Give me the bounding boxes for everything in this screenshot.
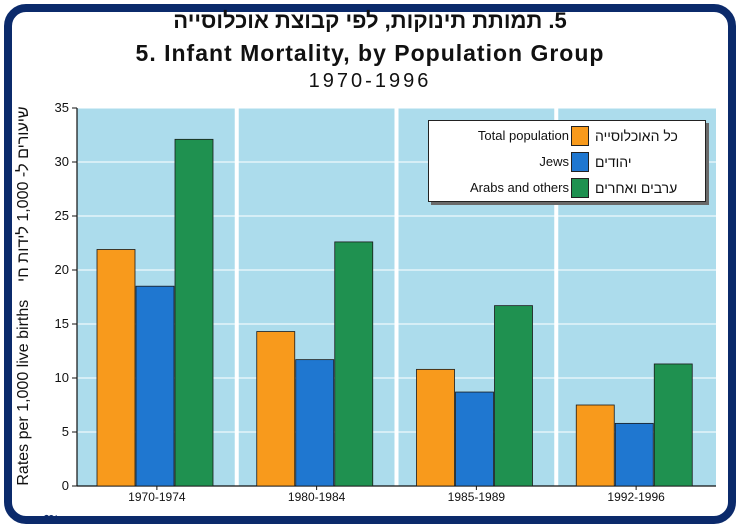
legend-label-hebrew: ערבים ואחרים (595, 180, 678, 196)
bar-total-1992-1996 (575, 404, 615, 487)
y-tick-label: 0 (62, 478, 69, 493)
bar-arabs-1985-1989 (494, 305, 533, 487)
legend-label-hebrew: יהודים (595, 154, 632, 170)
bar-arabs-1970-1974 (174, 138, 214, 487)
chart-years: 1970-1996 (308, 70, 432, 92)
y-tick-label: 30 (55, 154, 69, 169)
legend-swatch-jews (571, 152, 589, 172)
legend-swatch-arabs (571, 178, 589, 198)
y-tick-label: 25 (55, 208, 69, 223)
legend-item-total: Total population כל האוכלוסייה (429, 123, 705, 149)
bar-jews-1985-1989 (455, 391, 494, 487)
legend: Total population כל האוכלוסייה Jews יהוד… (428, 120, 706, 202)
x-category-label: 1980-1984 (288, 490, 346, 504)
bar-total-1980-1984 (256, 331, 296, 487)
x-category-label: 1992-1996 (607, 490, 665, 504)
legend-label-english: Arabs and others (469, 180, 569, 195)
chart-title-hebrew: 5. תמותת תינוקות, לפי קבוצת אוכלוסייה (173, 8, 567, 33)
x-category-label: 1985-1989 (448, 490, 506, 504)
y-tick-label: 20 (55, 262, 69, 277)
bar-jews-1992-1996 (614, 422, 654, 487)
chart-title-english: 5. Infant Mortality, by Population Group (135, 40, 605, 66)
legend-item-jews: Jews יהודים (429, 149, 705, 175)
bar-jews-1970-1974 (135, 285, 175, 487)
bar-arabs-1992-1996 (653, 363, 693, 487)
legend-item-arabs: Arabs and others ערבים ואחרים (429, 175, 705, 201)
y-tick-label: 10 (55, 370, 69, 385)
bar-arabs-1980-1984 (334, 241, 374, 487)
y-tick-label: 35 (55, 100, 69, 115)
bar-total-1985-1989 (416, 368, 455, 487)
legend-label-hebrew: כל האוכלוסייה (595, 128, 678, 144)
bar-total-1970-1974 (96, 249, 136, 487)
y-tick-label: 15 (55, 316, 69, 331)
publisher-logo-icon (42, 514, 58, 521)
y-tick-label: 5 (62, 424, 69, 439)
x-category-label: 1970-1974 (128, 490, 186, 504)
legend-label-english: Jews (539, 154, 569, 169)
legend-label-english: Total population (477, 128, 569, 143)
legend-swatch-total (571, 126, 589, 146)
bar-jews-1980-1984 (295, 359, 335, 487)
